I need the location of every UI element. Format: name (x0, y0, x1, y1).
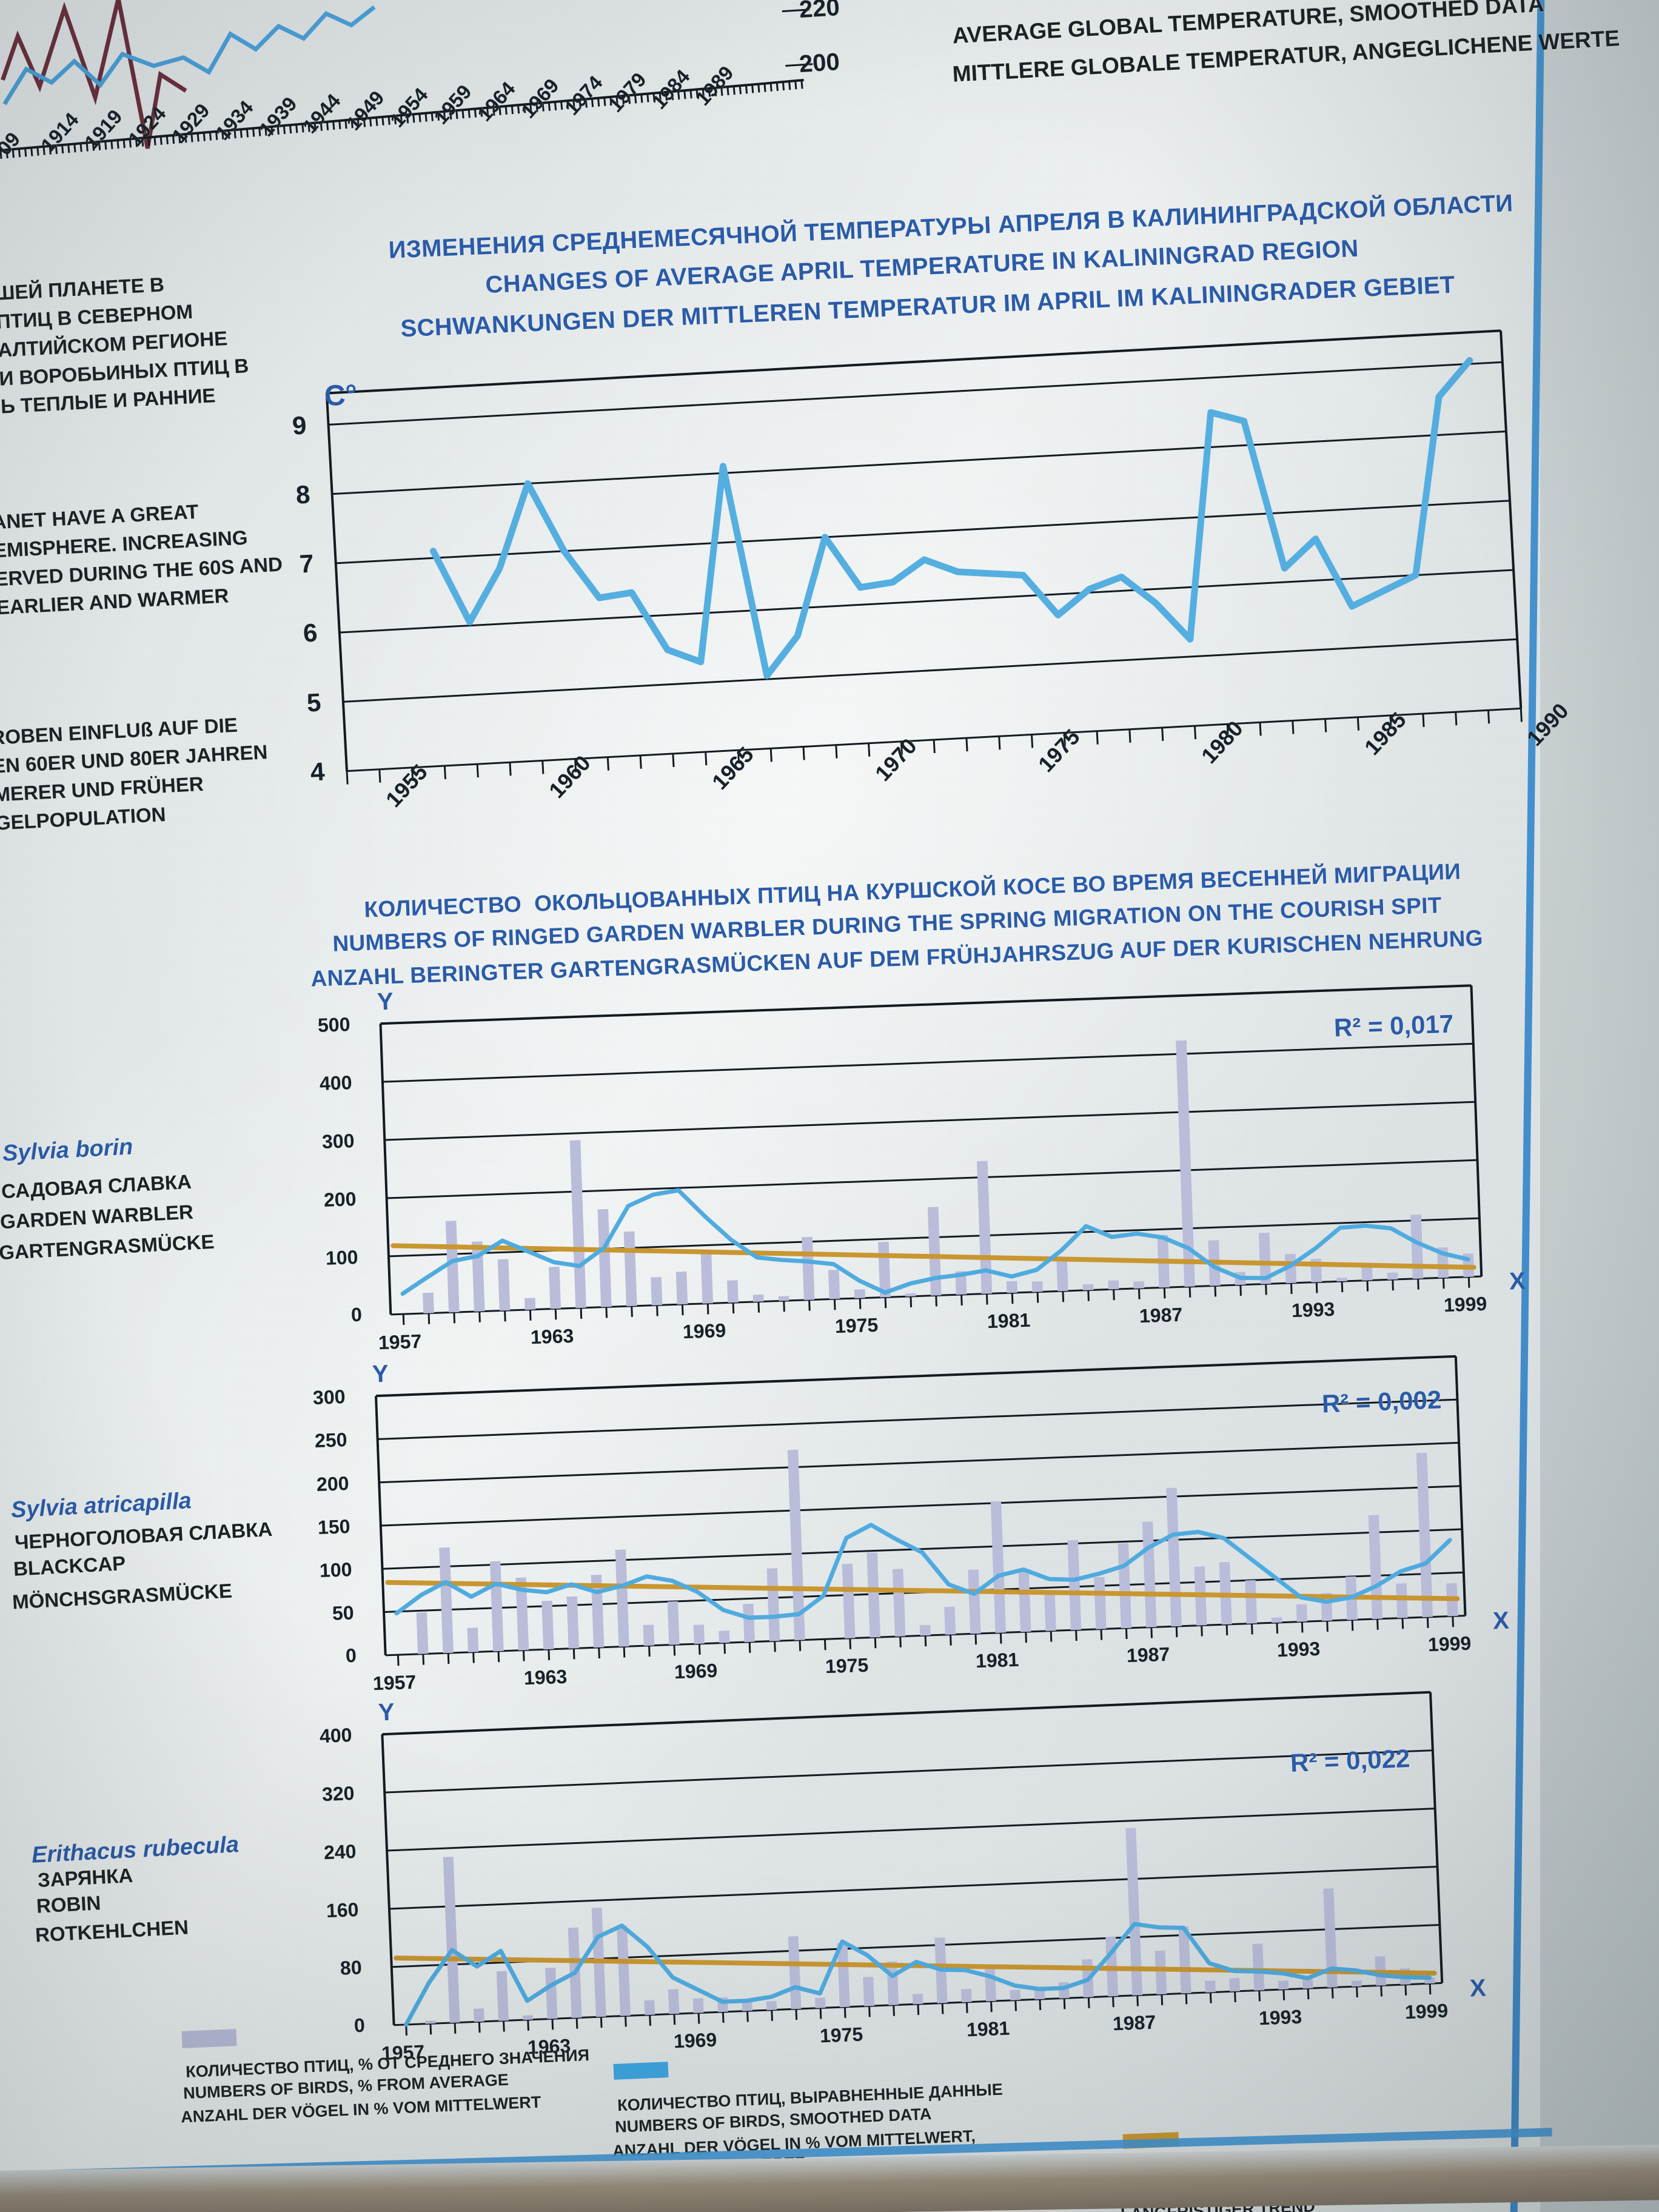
off-board-right (1540, 0, 1659, 2212)
top-fragment-svg (0, 0, 813, 159)
legend-0-swatch (181, 2029, 237, 2048)
legend-1-swatch (613, 2062, 669, 2080)
